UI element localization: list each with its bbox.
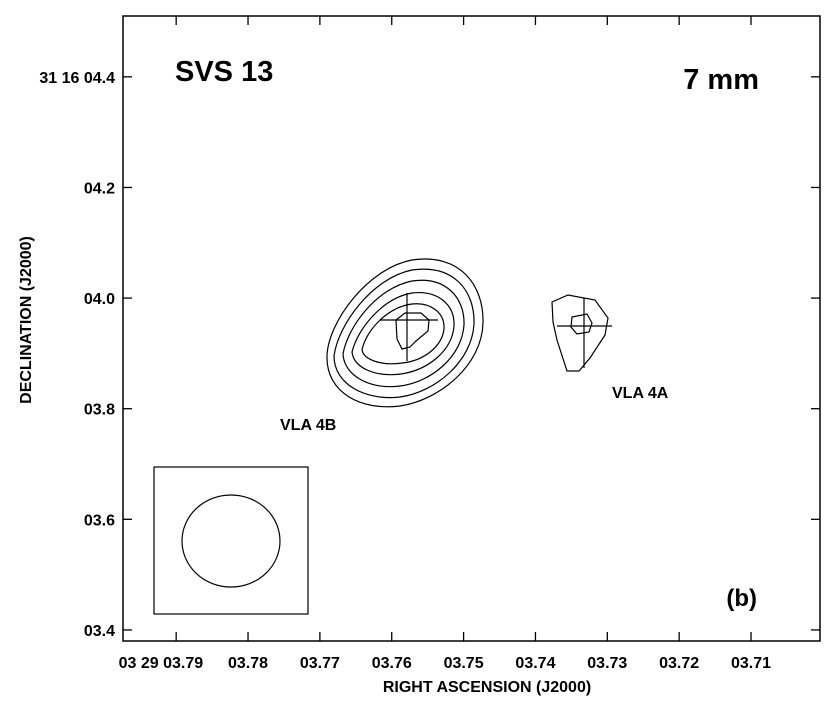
y-tick-labels: 31 16 04.4 04.2 04.0 03.8 03.6 03.4 bbox=[39, 70, 115, 640]
y-tick-label-0: 31 16 04.4 bbox=[39, 70, 115, 87]
y-axis-label: DECLINATION (J2000) bbox=[18, 236, 35, 404]
y-tick-label-1: 04.2 bbox=[84, 180, 115, 197]
source-label-vla-4b: VLA 4B bbox=[280, 417, 336, 434]
axis-ticks bbox=[123, 16, 820, 641]
x-tick-label-2: 03.77 bbox=[300, 655, 340, 672]
x-axis-label: RIGHT ASCENSION (J2000) bbox=[383, 679, 591, 696]
chart-title: SVS 13 bbox=[175, 56, 273, 88]
vla-4b-contour-4 bbox=[351, 292, 455, 376]
source-label-vla-4a: VLA 4A bbox=[612, 385, 669, 402]
x-tick-label-4: 03.75 bbox=[444, 655, 484, 672]
y-tick-label-4: 03.6 bbox=[84, 512, 115, 529]
vla-4a-contour-2 bbox=[570, 313, 593, 335]
vla-4b-contours bbox=[326, 258, 484, 408]
x-tick-label-8: 03.71 bbox=[731, 655, 771, 672]
vla-4a-cross bbox=[557, 298, 612, 368]
x-tick-label-1: 03.78 bbox=[228, 655, 268, 672]
vla-4b-contour-1 bbox=[326, 258, 484, 408]
vla-4a-contour-1 bbox=[551, 294, 609, 372]
plot-frame bbox=[122, 15, 821, 642]
vla-4b-contour-3 bbox=[342, 279, 465, 388]
x-tick-label-0: 03 29 03.79 bbox=[119, 655, 204, 672]
x-tick-label-3: 03.76 bbox=[372, 655, 412, 672]
panel-label: (b) bbox=[726, 585, 757, 612]
x-tick-labels: 03 29 03.79 03.78 03.77 03.76 03.75 03.74 03.7… bbox=[119, 655, 771, 672]
y-tick-label-5: 03.4 bbox=[84, 623, 115, 640]
x-tick-label-6: 03.73 bbox=[587, 655, 627, 672]
vla-4b-cross bbox=[380, 293, 438, 361]
vla-4b-contour-2 bbox=[333, 268, 475, 399]
beam-ellipse bbox=[181, 494, 281, 588]
x-tick-label-5: 03.74 bbox=[515, 655, 555, 672]
y-tick-label-3: 03.8 bbox=[84, 402, 115, 419]
y-tick-label-2: 04.0 bbox=[84, 291, 115, 308]
beam-box bbox=[153, 466, 309, 615]
vla-4b-contour-6 bbox=[395, 312, 430, 350]
band-label: 7 mm bbox=[683, 64, 759, 96]
vla-4b-contour-5 bbox=[361, 303, 445, 365]
vla-4a-contours bbox=[551, 294, 609, 372]
x-tick-label-7: 03.72 bbox=[659, 655, 699, 672]
